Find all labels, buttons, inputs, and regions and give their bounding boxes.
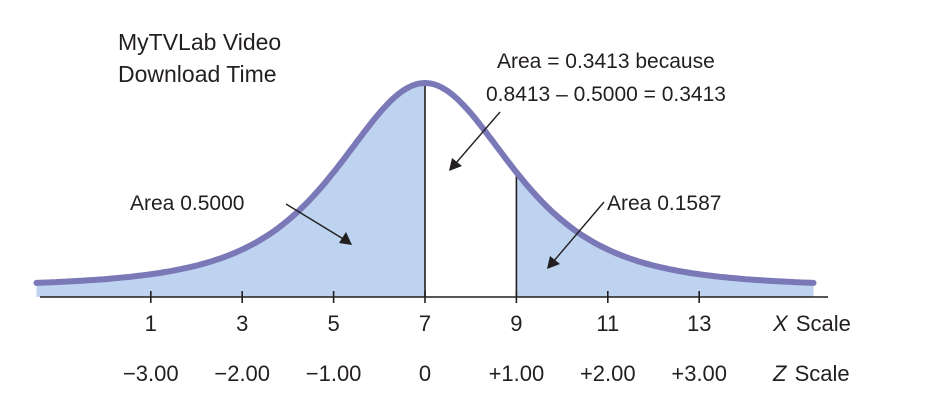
middle-area-annotation-line-2: 0.8413 – 0.5000 = 0.3413 [486,83,726,106]
middle-area-arrowhead [449,158,462,171]
z-tick-label: −1.00 [306,361,362,386]
x-tick-label: 3 [236,311,248,336]
x-tick-label: 5 [327,311,339,336]
x-tick-label: 11 [596,311,619,336]
right-area-arrowhead [547,256,560,269]
middle-area-annotation-line-1: Area = 0.3413 because [497,50,715,73]
axis-ticks [150,291,701,303]
z-tick-label: −2.00 [214,361,270,386]
chart-title-line-1: MyTVLab Video [118,29,281,55]
x-scale-label: X Scale [772,311,851,336]
z-tick-label: 0 [419,361,431,386]
right-area-annotation: Area 0.1587 [607,192,721,215]
x-tick-label: 13 [687,311,711,336]
left-area-arrowhead [339,232,352,245]
x-scale-letter: X [772,311,789,336]
shaded-area-right-tail [516,172,814,297]
normal-curve-line [33,80,817,286]
z-tick-label: +3.00 [671,361,727,386]
x-tick-label: 1 [145,311,157,336]
z-scale-tick-labels: −3.00 −2.00 −1.00 0 +1.00 +2.00 +3.00 [123,361,727,386]
x-scale-tick-labels: 1 3 5 7 9 11 13 [145,311,712,336]
x-tick-label: 7 [419,311,431,336]
x-scale-word: Scale [796,311,851,336]
z-scale-label: Z Scale [772,361,850,386]
shaded-area-left-half [36,83,425,297]
x-tick-label: 9 [510,311,522,336]
z-tick-label: +1.00 [489,361,545,386]
left-area-annotation: Area 0.5000 [130,192,244,215]
middle-area-arrow-line [455,111,501,164]
right-area-arrow-line [552,201,605,263]
z-tick-label: −3.00 [123,361,179,386]
z-scale-word: Scale [795,361,850,386]
chart-title-line-2: Download Time [118,61,277,87]
left-area-arrow-line [285,203,346,241]
z-scale-letter: Z [772,361,788,386]
z-tick-label: +2.00 [580,361,636,386]
